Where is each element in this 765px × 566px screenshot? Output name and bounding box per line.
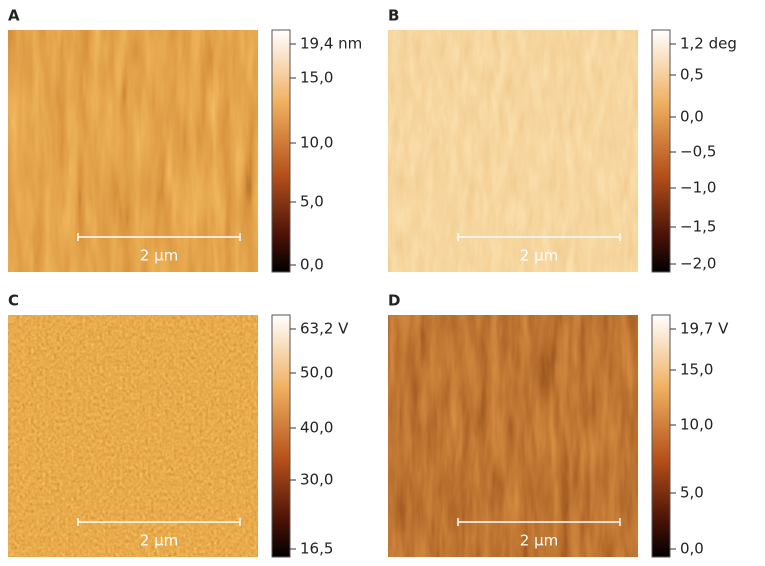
colorbar-tick-label: 16,5 (300, 540, 333, 558)
scale-bar-label: 2 µm (520, 532, 558, 550)
colorbar-tick-label: 0,5 (680, 66, 704, 84)
panel: D 2 µm 19,7 V 15,0 10,0 5,0 0,0 (388, 292, 729, 558)
panel-letter: D (388, 292, 400, 310)
afm-image (388, 315, 638, 557)
colorbar-tick-label: 19,7 V (680, 320, 729, 338)
scale-bar-label: 2 µm (140, 247, 178, 265)
scale-bar-label: 2 µm (140, 532, 178, 550)
panel-letter: A (8, 7, 20, 25)
colorbar-tick-label: −1,5 (680, 218, 716, 236)
colorbar-tick-label: 0,0 (680, 108, 704, 126)
colorbar-tick-label: 5,0 (300, 193, 324, 211)
colorbar-tick-label: 19,4 nm (300, 35, 362, 53)
colorbar-tick-label: 0,0 (680, 540, 704, 558)
colorbar-tick-label: −0,5 (680, 143, 716, 161)
panel-letter: C (8, 292, 19, 310)
colorbar (271, 314, 291, 558)
colorbar-tick-label: 10,0 (300, 134, 333, 152)
afm-image (388, 30, 638, 272)
colorbar-tick-label: 10,0 (680, 416, 713, 434)
colorbar-tick-label: 50,0 (300, 364, 333, 382)
afm-image (8, 30, 258, 272)
afm-image (8, 315, 258, 557)
colorbar-tick-label: 40,0 (300, 419, 333, 437)
panel: C 2 µm 63,2 V 50,0 40,0 30,0 16,5 (8, 292, 349, 558)
panel-letter: B (388, 7, 399, 25)
colorbar-tick-label: 0,0 (300, 256, 324, 274)
colorbar-tick-label: 15,0 (300, 69, 333, 87)
colorbar-tick-label: −2,0 (680, 255, 716, 273)
colorbar-tick-label: 30,0 (300, 471, 333, 489)
colorbar (651, 314, 671, 558)
colorbar-tick-label: 5,0 (680, 484, 704, 502)
colorbar (651, 29, 671, 273)
panel: B 2 µm 1,2 deg 0,5 0,0 −0,5 −1,0 −1,5 −2,0 (388, 7, 737, 273)
colorbar (271, 29, 291, 273)
colorbar-tick-label: −1,0 (680, 179, 716, 197)
colorbar-tick-label: 63,2 V (300, 320, 349, 338)
panel: A 2 µm 19,4 nm 15,0 10,0 5,0 0,0 (8, 7, 362, 274)
scale-bar-label: 2 µm (520, 247, 558, 265)
colorbar-tick-label: 15,0 (680, 361, 713, 379)
colorbar-tick-label: 1,2 deg (680, 35, 737, 53)
